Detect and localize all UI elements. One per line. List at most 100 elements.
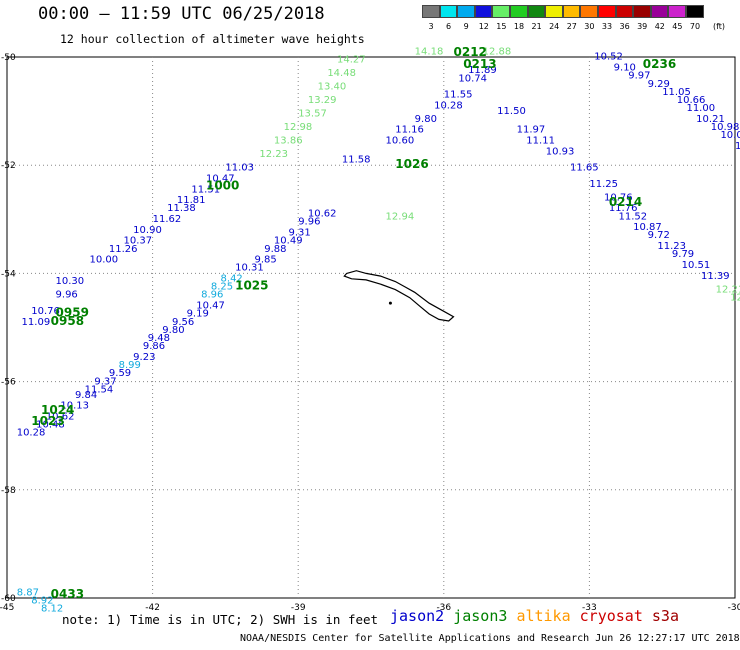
legend-swatch <box>668 5 686 18</box>
wave-height-label: 8.96 <box>201 290 223 301</box>
wave-height-label: 9.56 <box>172 317 194 328</box>
pass-time-label: 1024 <box>41 403 74 417</box>
wave-height-label: 10.47 <box>196 301 225 312</box>
legend-swatch <box>509 5 528 18</box>
pass-time-label: 0214 <box>609 195 642 209</box>
wave-height-label: 8.99 <box>119 360 141 371</box>
lon-tick-label: -45 <box>0 603 14 613</box>
wave-height-label: 10.90 <box>133 225 162 236</box>
legend-label: 27 <box>566 22 577 31</box>
pass-time-label: 0212 <box>454 45 487 59</box>
wave-height-label: 9.29 <box>648 79 670 90</box>
wave-height-label: 9.23 <box>133 352 155 363</box>
wave-height-label: 11.51 <box>191 184 220 195</box>
wave-height-label: 12.88 <box>483 46 512 57</box>
pass-time-label: 0236 <box>643 57 676 71</box>
wave-height-label: 8.42 <box>221 274 243 285</box>
legend-swatch <box>597 5 616 18</box>
page-subtitle: 12 hour collection of altimeter wave hei… <box>60 32 365 46</box>
wave-height-label: 10.76 <box>31 306 60 317</box>
legend-label: 9 <box>463 22 469 31</box>
wave-height-label: 11.39 <box>701 271 730 282</box>
wave-height-label: 9.85 <box>255 255 277 266</box>
wave-height-label: 9.86 <box>143 341 165 352</box>
lat-tick-label: -50 <box>1 53 16 63</box>
footer-note: note: 1) Time is in UTC; 2) SWH is in fe… <box>62 612 379 627</box>
sat-s3a: s3a <box>651 607 679 625</box>
wave-height-label: 9.80 <box>162 325 184 336</box>
wave-height-label: 11.38 <box>167 203 196 214</box>
legend-label: 24 <box>549 22 560 31</box>
wave-height-label: 9.84 <box>75 390 97 401</box>
wave-height-label: 11.00 <box>686 103 715 114</box>
wave-height-label: 10.21 <box>696 114 725 125</box>
legend-unit: (ft) <box>713 22 726 31</box>
wave-height-label: 14.27 <box>337 54 366 65</box>
wave-height-label: 10.37 <box>123 236 152 247</box>
wave-height-label: 10.49 <box>274 236 303 247</box>
lat-tick-label: -52 <box>1 161 16 171</box>
wave-height-label: 13.57 <box>298 109 327 120</box>
legend-label: 3 <box>428 22 434 31</box>
pass-time-label: 1023 <box>31 414 64 428</box>
lat-tick-label: -60 <box>1 594 16 604</box>
wave-height-label: 12.98 <box>284 122 313 133</box>
lat-tick-label: -56 <box>1 378 16 388</box>
sat-jason2: jason2 <box>390 607 445 625</box>
legend-label: 12 <box>478 22 489 31</box>
wave-height-label: 13.86 <box>274 136 303 147</box>
wave-height-label: 11.55 <box>444 90 473 101</box>
legend-swatch <box>474 5 493 18</box>
wave-height-label: 11.97 <box>517 125 546 136</box>
wave-height-label: 11.58 <box>342 154 371 165</box>
legend-swatch <box>562 5 581 18</box>
wave-height-label: 14.18 <box>415 46 444 57</box>
wave-height-label: 10.66 <box>677 95 706 106</box>
wave-height-label: 8.25 <box>211 282 233 293</box>
sat-jason3: jason3 <box>453 607 508 625</box>
wave-height-label: 13.40 <box>318 81 347 92</box>
wave-height-label: 8.12 <box>41 604 63 615</box>
islet-marker <box>388 301 392 305</box>
lat-tick-label: -58 <box>1 486 16 496</box>
pass-time-label: 1000 <box>206 179 239 193</box>
wave-height-label: 11.81 <box>177 195 206 206</box>
legend-swatch <box>580 5 598 18</box>
wave-height-label: 12.35 <box>730 292 740 303</box>
wave-height-label: 9.10 <box>614 63 636 74</box>
pass-time-label: 1026 <box>395 157 428 171</box>
wave-height-label: 10.28 <box>17 428 46 439</box>
wave-height-label: 10.03 <box>720 130 740 141</box>
sat-altika: altika <box>516 607 571 625</box>
wave-height-label: 14.48 <box>327 68 356 79</box>
legend-label: 45 <box>672 22 683 31</box>
wave-height-label: 10.28 <box>434 100 463 111</box>
lon-tick-label: -36 <box>436 603 451 613</box>
wave-height-label: 9.88 <box>264 244 286 255</box>
wave-height-label: 11.16 <box>395 125 424 136</box>
legend-label: 15 <box>496 22 507 31</box>
legend-swatch <box>422 5 440 18</box>
wave-height-label: 10.98 <box>711 122 740 133</box>
legend-swatch <box>685 5 704 18</box>
wave-height-label: 10.30 <box>56 276 85 287</box>
wave-height-label: 11.76 <box>609 203 638 214</box>
wave-height-label: 10.47 <box>206 173 235 184</box>
wave-height-label: 12.21 <box>716 284 740 295</box>
wave-height-label: 9.37 <box>94 376 116 387</box>
lon-tick-label: -39 <box>291 603 306 613</box>
wave-height-label: 10.62 <box>46 411 75 422</box>
legend-label: 42 <box>654 22 665 31</box>
wave-height-label: 10.51 <box>682 260 711 271</box>
legend-swatch <box>615 5 634 18</box>
wave-height-label: 9.79 <box>672 249 694 260</box>
map-frame <box>6 56 736 599</box>
wave-height-label: 8.92 <box>31 595 53 606</box>
wave-height-label: 12.23 <box>259 149 288 160</box>
wave-height-label: 9.19 <box>187 309 209 320</box>
wave-height-label: 11.25 <box>589 179 618 190</box>
south-georgia-island <box>343 270 455 322</box>
wave-height-label: 10.13 <box>60 401 89 412</box>
wave-height-label: 10.48 <box>36 420 65 431</box>
wave-height-label: 10.76 <box>604 192 633 203</box>
